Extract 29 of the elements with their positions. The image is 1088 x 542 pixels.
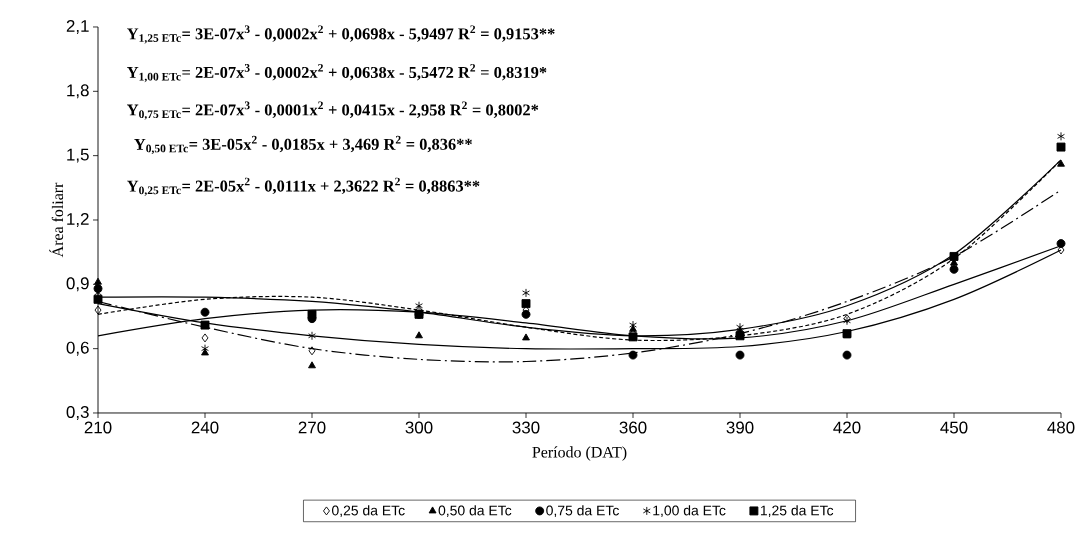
y-axis-title: Área foliarr [49, 182, 64, 258]
y-tick-label: 1,2 [67, 212, 89, 227]
annotation: Y$_{0,25 ETc}$= 2E-05x$^{2}$ - 0,0111x + 2,3622 R$^{2}$ = 0,8863** [127, 177, 480, 196]
x-tick-label: 270 [298, 421, 326, 434]
legend-label: 0,25 da ETc [332, 505, 405, 518]
x-axis-title: Período (DAT) [532, 446, 627, 461]
text: Y$_{1,00 ETc}$= 2E-07x$^{3}$ - 0,0002x$^{2}$ + 0,0638x - 5,5472 R$^{2}$ = 0,8319* [127, 63, 547, 83]
y-tick-label: 1,5 [67, 148, 89, 163]
y-tick-label: 0,6 [66, 341, 89, 356]
legend-label: 1,00 da ETc [653, 505, 726, 518]
x-tick-label: 420 [833, 421, 861, 434]
legend-label: 0,50 da ETc [438, 505, 512, 518]
annotation: Y$_{0,50 ETc}$= 3E-05x$^{2}$ - 0,0185x + 3,469 R$^{2}$ = 0,836** [134, 135, 472, 155]
x-tick-label: 300 [405, 421, 433, 434]
x-tick-label: 360 [619, 421, 647, 434]
x-tick-label: 480 [1047, 421, 1075, 434]
y-tick-label: 0,9 [66, 277, 89, 292]
x-tick-label: 390 [726, 421, 754, 434]
x-tick-label: 330 [512, 421, 540, 434]
y-tick-label: 2,1 [66, 19, 89, 34]
legend-label: 0,75 da ETc [546, 505, 619, 518]
text: Y$_{0,75 ETc}$= 2E-07x$^{3}$ - 0,0001x$^{2}$ + 0,0415x - 2,958 R$^{2}$ = 0,8002* [127, 101, 539, 120]
text: Y$_{1,25 ETc}$= 3E-07x$^{3}$ - 0,0002x$^{2}$ + 0,0698x - 5,9497 R$^{2}$ = 0,9153** [127, 25, 555, 44]
y-tick-label: 1,8 [67, 84, 89, 99]
legend-label: 1,25 da ETc [760, 505, 834, 518]
x-tick-label: 450 [940, 421, 968, 434]
y-tick-label: 0,3 [66, 405, 89, 420]
x-tick-label: 210 [84, 421, 112, 434]
x-tick-label: 240 [191, 421, 219, 434]
